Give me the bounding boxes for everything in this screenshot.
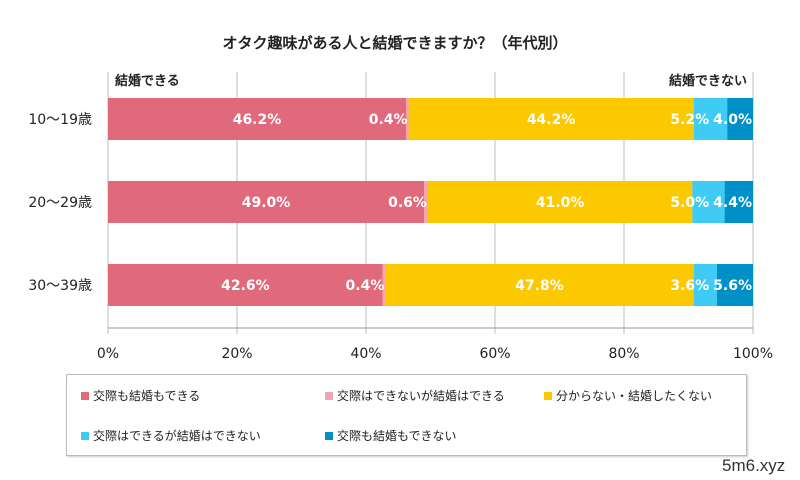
x-tick-label: 0% (97, 346, 119, 362)
legend-item: 交際はできないが結婚はできる (325, 387, 505, 404)
legend-swatch (325, 391, 333, 400)
data-label: 4.4% (713, 195, 752, 211)
legend-item: 分からない・結婚したくない (544, 387, 712, 404)
watermark: 5m6.xyz (722, 456, 786, 475)
bar-segment (108, 264, 383, 306)
chart-title: オタク趣味がある人と結婚できますか？（年代別） (222, 34, 567, 52)
data-label: 0.4% (369, 112, 408, 128)
annotation-right: 結婚できない (669, 73, 747, 89)
x-tick-label: 100% (733, 346, 773, 362)
legend: 交際も結婚もできる 交際はできないが結婚はできる 分からない・結婚したくない交際はで… (66, 374, 747, 456)
bar-segment (108, 181, 425, 223)
legend-item: 交際はできるが結婚はできない (81, 427, 261, 444)
legend-swatch (81, 431, 89, 440)
data-label: 3.6% (670, 278, 709, 294)
x-tick-label: 20% (221, 346, 252, 362)
category-label: 30〜39歳 (28, 278, 92, 294)
data-label: 5.0% (670, 195, 709, 211)
x-tick-label: 80% (608, 346, 639, 362)
bar-segment (693, 264, 717, 306)
legend-label: 分からない・結婚したくない (556, 389, 713, 403)
legend-swatch (544, 391, 552, 400)
bar-segment (724, 181, 753, 223)
data-label: 41.0% (536, 195, 585, 211)
bar-segment (716, 264, 753, 306)
legend-item: 交際も結婚もできる (81, 387, 200, 404)
legend-label: 交際はできるが結婚はできない (93, 429, 261, 443)
data-label: 4.0% (713, 112, 752, 128)
bar-segment (427, 181, 693, 223)
legend-swatch (325, 431, 333, 440)
bar-segment (408, 98, 694, 140)
data-label: 44.2% (527, 112, 576, 128)
data-label: 5.6% (713, 278, 752, 294)
category-label: 10〜19歳 (28, 112, 92, 128)
data-label: 42.6% (221, 278, 270, 294)
bar-segment (385, 264, 694, 306)
bar-segment (692, 181, 725, 223)
bar-segment (727, 98, 753, 140)
bar-segment (382, 264, 386, 306)
data-label: 46.2% (233, 112, 282, 128)
bar-segment (424, 181, 428, 223)
legend-label: 交際も結婚もできない (337, 429, 457, 443)
data-label: 5.2% (670, 112, 709, 128)
legend-label: 交際はできないが結婚はできる (337, 389, 505, 403)
data-label: 0.4% (346, 278, 385, 294)
bar-segment (405, 98, 409, 140)
bar-segment (108, 98, 406, 140)
annotation-left: 結婚できる (115, 73, 180, 89)
bar-segment (693, 98, 728, 140)
x-tick-label: 60% (479, 346, 510, 362)
data-label: 49.0% (242, 195, 291, 211)
legend-item: 交際も結婚もできない (325, 427, 457, 444)
x-tick-label: 40% (350, 346, 381, 362)
legend-label: 交際も結婚もできる (93, 389, 201, 403)
category-label: 20〜29歳 (28, 195, 92, 211)
data-label: 0.6% (388, 195, 427, 211)
legend-swatch (81, 391, 89, 400)
data-label: 47.8% (515, 278, 564, 294)
